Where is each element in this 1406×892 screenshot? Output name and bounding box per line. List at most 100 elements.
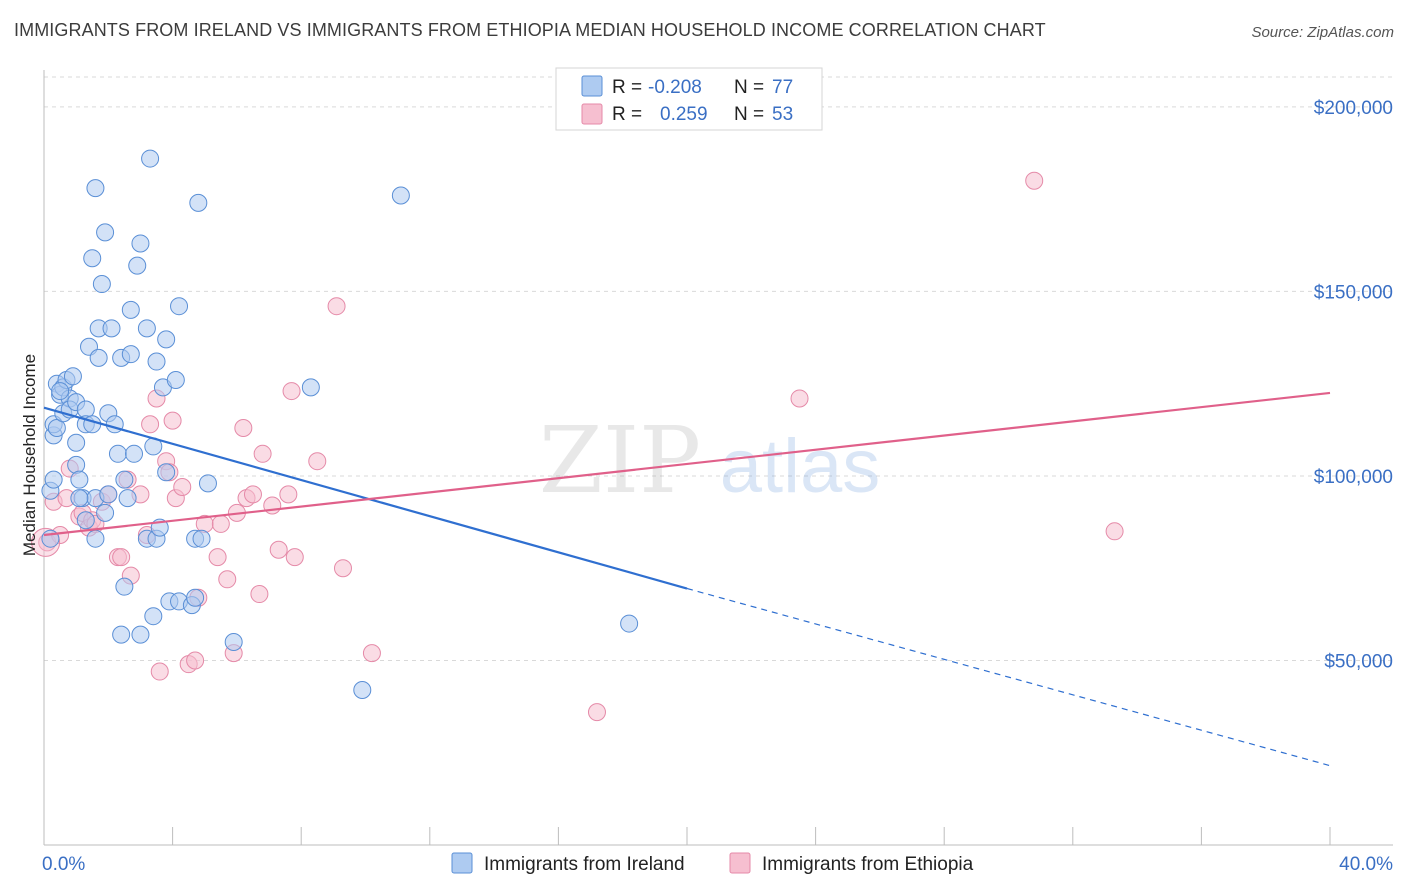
ireland-point	[353, 681, 372, 699]
ireland-point	[157, 463, 176, 482]
ethiopia-point	[211, 514, 230, 533]
ethiopia-point	[285, 548, 304, 567]
bottom-legend-ireland: Immigrants from Ireland	[484, 854, 685, 875]
ethiopia-point	[234, 418, 253, 437]
y-tick-labels: $50,000 $100,000 $150,000 $200,000	[1314, 98, 1393, 673]
ireland-point	[63, 367, 82, 386]
ireland-point	[112, 625, 131, 644]
ireland-point	[166, 371, 185, 389]
ireland-point	[192, 529, 211, 548]
ireland-point	[131, 625, 150, 644]
ireland-point	[70, 489, 89, 508]
ethiopia-point	[163, 411, 182, 430]
ethiopia-point	[150, 662, 169, 681]
ethiopia-point	[308, 452, 327, 471]
ireland-point	[108, 444, 127, 463]
legend-r-label-ireland: R =	[612, 77, 642, 98]
ireland-point	[391, 186, 410, 205]
ethiopia-point	[333, 559, 352, 578]
y-tick-label: $100,000	[1314, 467, 1393, 488]
ireland-point	[70, 470, 89, 489]
ireland-point	[301, 378, 320, 397]
ireland-trend-line	[43, 406, 688, 590]
ireland-point	[86, 529, 105, 548]
ireland-point	[121, 345, 140, 364]
ireland-point	[115, 577, 134, 596]
legend-n-label-ireland: N =	[734, 77, 764, 98]
ireland-point	[67, 455, 86, 474]
watermark-zip: ZIP	[539, 407, 701, 514]
ethiopia-point	[208, 548, 227, 567]
bottom-legend-swatch-ireland	[451, 852, 473, 874]
ireland-point	[89, 348, 108, 367]
legend-swatch-ethiopia	[581, 103, 603, 125]
ireland-point	[51, 382, 70, 401]
y-tick-label: $50,000	[1324, 651, 1393, 672]
y-axis-title: Median Household Income	[20, 354, 39, 556]
watermark-atlas: atlas	[720, 424, 881, 509]
legend-n-value-ethiopia: 53	[772, 104, 793, 125]
bottom-legend-ethiopia: Immigrants from Ethiopia	[762, 854, 974, 875]
ethiopia-point	[282, 382, 301, 401]
ethiopia-point	[587, 703, 606, 722]
ireland-point	[83, 249, 102, 268]
ireland-point	[96, 223, 115, 242]
axes	[43, 70, 1393, 846]
ethiopia-point	[1105, 522, 1124, 541]
ethiopia-point	[218, 570, 237, 589]
y-tick-label: $150,000	[1314, 282, 1393, 303]
legend-n-label-ethiopia: N =	[734, 104, 764, 125]
ireland-point	[157, 330, 176, 349]
ireland-point	[99, 485, 118, 504]
ethiopia-point	[327, 297, 346, 316]
ireland-point	[125, 444, 144, 463]
ethiopia-point	[186, 651, 205, 670]
legend-swatch-ireland	[581, 75, 603, 97]
ethiopia-point	[112, 548, 131, 567]
ethiopia-point	[173, 478, 192, 497]
y-tick-label: $200,000	[1314, 98, 1393, 119]
ethiopia-point	[362, 644, 381, 663]
ethiopia-point	[243, 485, 262, 504]
legend-r-value-ireland: -0.208	[648, 77, 702, 98]
source-label: Source: ZipAtlas.com	[1251, 24, 1394, 41]
ireland-point	[115, 470, 134, 489]
ireland-point	[76, 511, 95, 530]
ireland-point	[86, 179, 105, 198]
chart-title: IMMIGRANTS FROM IRELAND VS IMMIGRANTS FR…	[14, 20, 1046, 40]
ethiopia-point	[141, 415, 160, 434]
ireland-point	[83, 415, 102, 434]
ireland-point	[118, 489, 137, 508]
ireland-point	[147, 352, 166, 371]
ireland-point	[198, 474, 217, 493]
x-tick-label-max: 40.0%	[1339, 854, 1393, 875]
stats-legend: R = -0.208 N = 77 R = 0.259 N = 53	[555, 67, 823, 131]
ethiopia-point	[250, 585, 269, 604]
ethiopia-trend-line	[43, 391, 1331, 537]
legend-r-label-ethiopia: R =	[612, 104, 642, 125]
ireland-point	[128, 256, 147, 275]
ireland-point	[131, 234, 150, 253]
ireland-point	[144, 607, 163, 626]
ireland-point	[620, 614, 639, 633]
legend-r-value-ethiopia: 0.259	[660, 104, 708, 125]
ethiopia-point	[790, 389, 809, 408]
ireland-point	[121, 300, 140, 319]
ethiopia-point	[253, 444, 272, 463]
ireland-point	[44, 470, 63, 489]
ireland-point	[96, 503, 115, 522]
ireland-point	[189, 193, 208, 212]
bottom-legend-swatch-ethiopia	[729, 852, 751, 874]
ethiopia-points	[31, 171, 1124, 722]
ethiopia-point	[269, 540, 288, 559]
ireland-point	[137, 319, 156, 338]
ireland-point	[141, 149, 160, 168]
series-legend: Immigrants from Ireland Immigrants from …	[451, 852, 974, 875]
ireland-point	[92, 275, 111, 294]
grid-lines	[44, 76, 1393, 661]
x-tick-label-min: 0.0%	[42, 854, 85, 875]
ireland-trend-extension	[686, 587, 1331, 767]
ireland-point	[186, 588, 205, 607]
ireland-points	[41, 149, 639, 699]
